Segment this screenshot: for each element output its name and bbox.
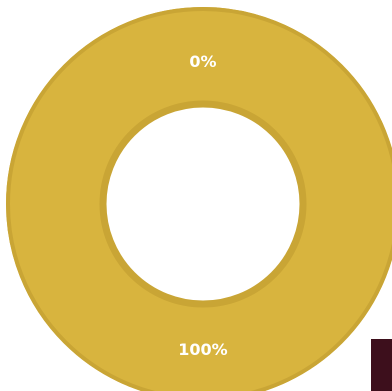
donut-inner-edge (99, 100, 307, 308)
slice-label-zero: 0% (189, 52, 216, 71)
legend-swatch (371, 339, 392, 391)
donut-slice-100-pct (6, 7, 392, 391)
slice-label-hundred: 100% (178, 340, 227, 359)
donut-slices (6, 7, 392, 391)
donut-outer-edge (6, 7, 392, 391)
